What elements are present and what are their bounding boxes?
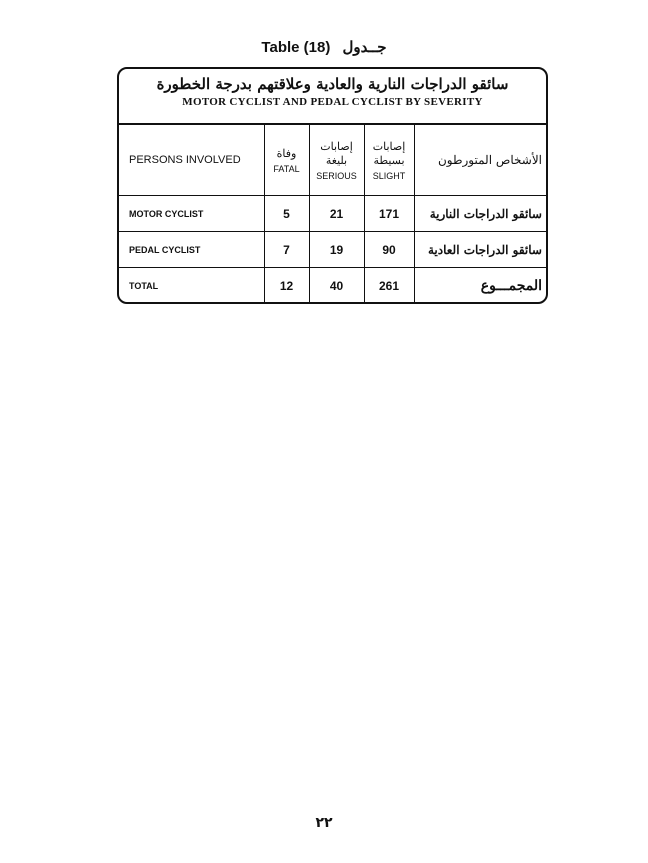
- cell-serious: 19: [308, 231, 365, 268]
- cell-slight: 261: [363, 267, 415, 302]
- table-title-ar: سائقو الدراجات النارية والعادية وعلاقتهم…: [156, 75, 509, 93]
- row-label-ar: المجمـــوع: [413, 267, 546, 302]
- table-title-en: MOTOR CYCLIST AND PEDAL CYCLIST BY SEVER…: [182, 96, 483, 108]
- caption-en: Table (18): [261, 39, 331, 56]
- cell-serious: 40: [308, 267, 365, 302]
- header-serious-en: SERIOUS: [316, 170, 357, 181]
- cell-fatal: 7: [263, 231, 310, 268]
- page-number: ٢٢: [315, 815, 333, 831]
- table-title: سائقو الدراجات النارية والعادية وعلاقتهم…: [119, 69, 546, 125]
- cell-slight: 171: [363, 195, 415, 232]
- header-fatal-en: FATAL: [273, 163, 300, 174]
- header-fatal-ar: وفاة: [276, 146, 297, 160]
- cell-serious: 21: [308, 195, 365, 232]
- row-label-ar: سائقو الدراجات النارية: [413, 195, 546, 232]
- row-label-en: TOTAL: [119, 267, 265, 302]
- cell-fatal: 5: [263, 195, 310, 232]
- header-fatal: وفاة FATAL: [263, 125, 310, 196]
- header-slight-en: SLIGHT: [372, 170, 406, 181]
- header-persons-en: PERSONS INVOLVED: [119, 125, 265, 196]
- table-caption: Table (18) جــدول: [0, 38, 648, 56]
- header-serious-ar: إصابات بليغة: [320, 139, 353, 167]
- cell-fatal: 12: [263, 267, 310, 302]
- row-label-en: PEDAL CYCLIST: [119, 231, 265, 268]
- table-row-total: TOTAL 12 40 261 المجمـــوع: [119, 267, 546, 302]
- cell-slight: 90: [363, 231, 415, 268]
- header-persons-ar: الأشخاص المتورطون: [413, 125, 546, 196]
- caption-ar: جــدول: [342, 39, 387, 56]
- data-table: سائقو الدراجات النارية والعادية وعلاقتهم…: [117, 67, 548, 304]
- header-slight: إصابات بسيطة SLIGHT: [363, 125, 415, 196]
- header-slight-ar: إصابات بسيطة: [372, 139, 406, 167]
- row-label-ar: سائقو الدراجات العادية: [413, 231, 546, 268]
- table-row: PEDAL CYCLIST 7 19 90 سائقو الدراجات الع…: [119, 231, 546, 268]
- header-serious: إصابات بليغة SERIOUS: [308, 125, 365, 196]
- table-row: MOTOR CYCLIST 5 21 171 سائقو الدراجات ال…: [119, 195, 546, 232]
- row-label-en: MOTOR CYCLIST: [119, 195, 265, 232]
- header-row: PERSONS INVOLVED وفاة FATAL إصابات بليغة S…: [119, 125, 546, 196]
